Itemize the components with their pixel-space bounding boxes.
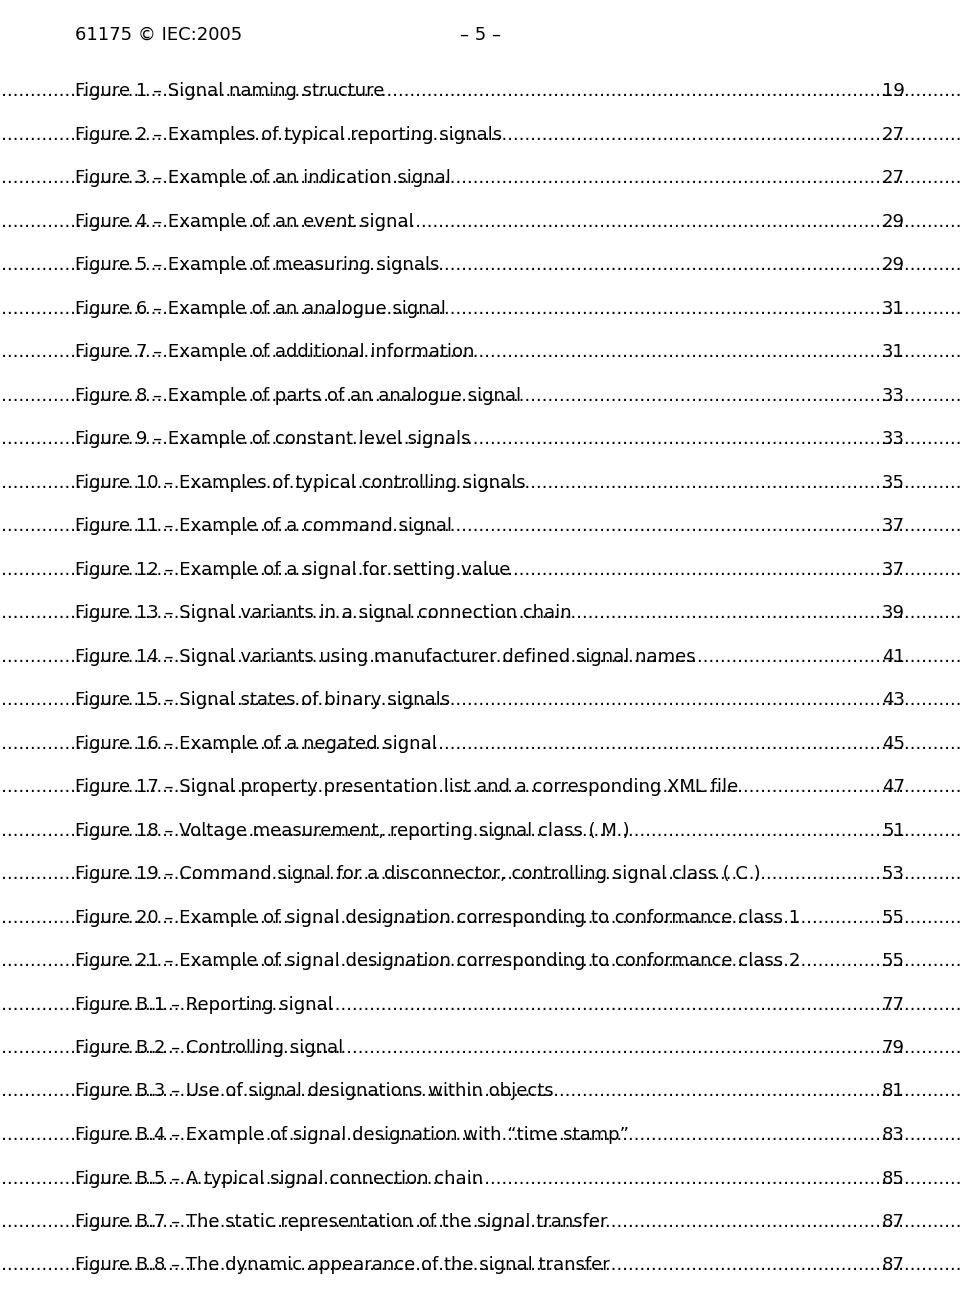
Text: Figure 5 – Example of measuring signals: Figure 5 – Example of measuring signals [75,257,440,275]
Text: 79: 79 [882,1039,905,1057]
Text: 39: 39 [882,605,905,623]
Text: ................................................................................: ........................................… [0,1039,960,1057]
Text: Figure 17 – Signal property presentation list and a corresponding XML file: Figure 17 – Signal property presentation… [75,779,738,797]
Text: 37: 37 [882,561,905,579]
Text: Figure 1 – Signal naming structure: Figure 1 – Signal naming structure [75,82,384,101]
Text: ................................................................................: ........................................… [0,1169,960,1187]
Text: ................................................................................: ........................................… [0,561,960,579]
Text: ................................................................................: ........................................… [0,865,960,883]
Text: Figure 21 – Example of signal designation corresponding to conformance class 2: Figure 21 – Example of signal designatio… [75,953,801,971]
Text: 77: 77 [882,995,905,1013]
Text: Figure 3 – Example of an indication signal: Figure 3 – Example of an indication sign… [75,169,451,187]
Text: ................................................................................: ........................................… [0,299,960,317]
Text: ................................................................................: ........................................… [0,1083,960,1101]
Text: ................................................................................: ........................................… [0,517,960,535]
Text: 27: 27 [882,125,905,143]
Text: ................................................................................: ........................................… [0,909,960,927]
Text: ................................................................................: ........................................… [0,169,960,187]
Text: Figure B.1 – Reporting signal: Figure B.1 – Reporting signal [75,995,333,1013]
Text: 43: 43 [882,691,905,709]
Text: Figure 11 – Example of a command signal: Figure 11 – Example of a command signal [75,517,452,535]
Text: 37: 37 [882,517,905,535]
Text: – 5 –: – 5 – [460,26,500,44]
Text: Figure B.8 – The dynamic appearance of the signal transfer: Figure B.8 – The dynamic appearance of t… [75,1257,610,1275]
Text: 51: 51 [882,821,905,839]
Text: ................................................................................: ........................................… [0,821,960,839]
Text: 31: 31 [882,299,905,317]
Text: 87: 87 [882,1213,905,1231]
Text: 53: 53 [882,865,905,883]
Text: Figure 6 – Example of an analogue signal: Figure 6 – Example of an analogue signal [75,299,445,317]
Text: Figure B.5 – A typical signal connection chain: Figure B.5 – A typical signal connection… [75,1169,483,1187]
Text: Figure 19 – Command signal for a disconnector, controlling signal class ( C ): Figure 19 – Command signal for a disconn… [75,865,760,883]
Text: ................................................................................: ........................................… [0,735,960,753]
Text: ................................................................................: ........................................… [0,1213,960,1231]
Text: ................................................................................: ........................................… [0,1127,960,1145]
Text: 29: 29 [882,257,905,275]
Text: ................................................................................: ........................................… [0,125,960,143]
Text: Figure 20 – Example of signal designation corresponding to conformance class 1: Figure 20 – Example of signal designatio… [75,909,800,927]
Text: ................................................................................: ........................................… [0,257,960,275]
Text: 27: 27 [882,169,905,187]
Text: Figure B.3 – Use of signal designations within objects: Figure B.3 – Use of signal designations … [75,1083,554,1101]
Text: Figure B.4 – Example of signal designation with “time stamp”: Figure B.4 – Example of signal designati… [75,1127,629,1145]
Text: ................................................................................: ........................................… [0,995,960,1013]
Text: 55: 55 [882,953,905,971]
Text: Figure 16 – Example of a negated signal: Figure 16 – Example of a negated signal [75,735,437,753]
Text: 87: 87 [882,1257,905,1275]
Text: 61175 © IEC:2005: 61175 © IEC:2005 [75,26,242,44]
Text: 47: 47 [882,779,905,797]
Text: ................................................................................: ........................................… [0,473,960,491]
Text: 33: 33 [882,431,905,449]
Text: 29: 29 [882,213,905,231]
Text: ................................................................................: ........................................… [0,387,960,405]
Text: 85: 85 [882,1169,905,1187]
Text: ................................................................................: ........................................… [0,213,960,231]
Text: Figure 7 – Example of additional information: Figure 7 – Example of additional informa… [75,343,474,361]
Text: Figure 18 – Voltage measurement, reporting signal class ( M ): Figure 18 – Voltage measurement, reporti… [75,821,630,839]
Text: 19: 19 [882,82,905,101]
Text: Figure B.7 – The static representation of the signal transfer: Figure B.7 – The static representation o… [75,1213,608,1231]
Text: Figure 12 – Example of a signal for setting value: Figure 12 – Example of a signal for sett… [75,561,511,579]
Text: Figure 14 – Signal variants using manufacturer defined signal names: Figure 14 – Signal variants using manufa… [75,647,696,665]
Text: ................................................................................: ........................................… [0,1257,960,1275]
Text: Figure 2 – Examples of typical reporting signals: Figure 2 – Examples of typical reporting… [75,125,502,143]
Text: 83: 83 [882,1127,905,1145]
Text: ................................................................................: ........................................… [0,779,960,797]
Text: ................................................................................: ........................................… [0,691,960,709]
Text: 55: 55 [882,909,905,927]
Text: 45: 45 [882,735,905,753]
Text: ................................................................................: ........................................… [0,953,960,971]
Text: 81: 81 [882,1083,905,1101]
Text: Figure B.2 – Controlling signal: Figure B.2 – Controlling signal [75,1039,344,1057]
Text: ................................................................................: ........................................… [0,343,960,361]
Text: Figure 13 – Signal variants in a signal connection chain: Figure 13 – Signal variants in a signal … [75,605,571,623]
Text: 33: 33 [882,387,905,405]
Text: Figure 8 – Example of parts of an analogue signal: Figure 8 – Example of parts of an analog… [75,387,521,405]
Text: ................................................................................: ........................................… [0,431,960,449]
Text: Figure 4 – Example of an event signal: Figure 4 – Example of an event signal [75,213,414,231]
Text: 35: 35 [882,473,905,491]
Text: Figure 10 – Examples of typical controlling signals: Figure 10 – Examples of typical controll… [75,473,526,491]
Text: ................................................................................: ........................................… [0,82,960,101]
Text: Figure 9 – Example of constant level signals: Figure 9 – Example of constant level sig… [75,431,470,449]
Text: ................................................................................: ........................................… [0,605,960,623]
Text: 31: 31 [882,343,905,361]
Text: 41: 41 [882,647,905,665]
Text: Figure 15 – Signal states of binary signals: Figure 15 – Signal states of binary sign… [75,691,450,709]
Text: ................................................................................: ........................................… [0,647,960,665]
